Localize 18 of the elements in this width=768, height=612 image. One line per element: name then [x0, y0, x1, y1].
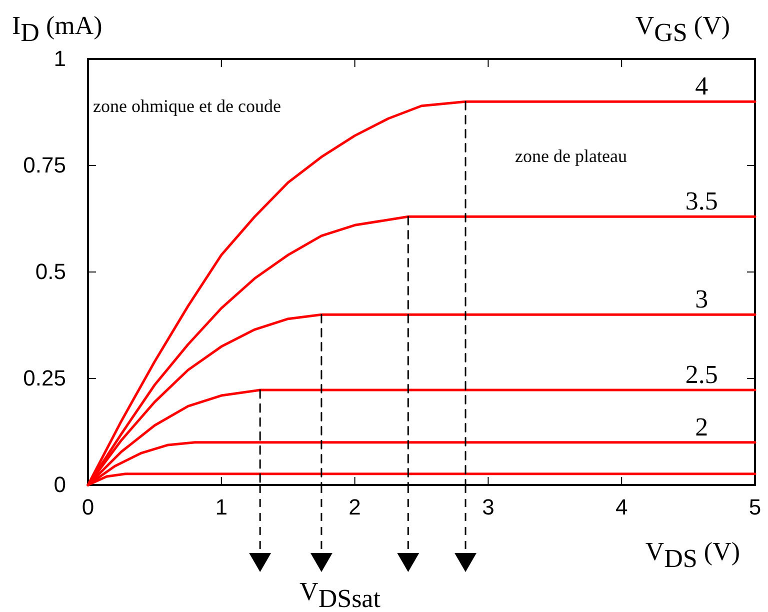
- annotation: zone ohmique et de coude: [93, 96, 281, 116]
- series-label: 3.5: [685, 186, 718, 216]
- x-tick-label: 1: [215, 494, 228, 520]
- series-label: 3: [695, 284, 708, 314]
- x-tick-label: 0: [82, 494, 94, 520]
- series-label: 2.5: [685, 360, 718, 389]
- annotation: zone de plateau: [515, 146, 627, 166]
- y-tick-label: 0.75: [23, 152, 66, 178]
- y-tick-label: 0.5: [35, 259, 66, 284]
- x-tick-label: 5: [748, 494, 762, 520]
- x-tick-label: 2: [348, 494, 361, 520]
- x-tick-label: 4: [615, 494, 628, 520]
- series-label: 2: [695, 412, 708, 442]
- y-tick-label: 0: [54, 472, 66, 498]
- series-label: 4: [695, 72, 708, 101]
- x-tick-label: 3: [482, 494, 494, 520]
- y-tick-label: 1: [54, 46, 66, 72]
- y-tick-label: 0.25: [23, 366, 66, 391]
